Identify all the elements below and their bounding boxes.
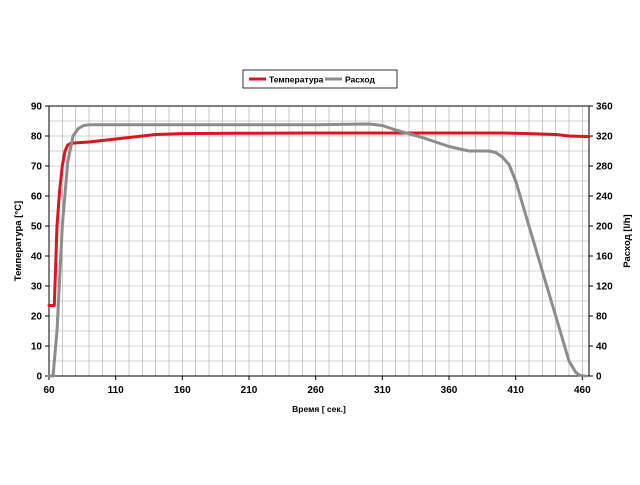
- legend: Температура Расход: [242, 69, 398, 89]
- y-right-tick-label: 280: [596, 162, 613, 173]
- y-left-tick-label: 50: [31, 222, 43, 233]
- x-tick-label: 410: [507, 385, 524, 396]
- x-tick-label: 110: [108, 385, 125, 396]
- y-left-tick-label: 40: [31, 252, 43, 263]
- y-left-tick-label: 90: [31, 102, 43, 113]
- y-right-tick-label: 80: [596, 312, 608, 323]
- x-tick-label: 160: [174, 385, 191, 396]
- x-tick-label: 310: [374, 385, 391, 396]
- plot-frame: [48, 105, 590, 377]
- x-tick-label: 260: [307, 385, 324, 396]
- x-tick-label: 360: [441, 385, 458, 396]
- series-group: [47, 122, 591, 378]
- y-right-tick-label: 240: [596, 192, 613, 203]
- y-right-tick-label: 120: [596, 282, 613, 293]
- x-tick-label: 460: [574, 385, 591, 396]
- y-left-tick-label: 60: [31, 192, 43, 203]
- y-right-tick-label: 360: [596, 102, 613, 113]
- x-tick-label: 210: [241, 385, 258, 396]
- y-right-tick-label: 160: [596, 252, 613, 263]
- y-left-tick-label: 20: [31, 312, 43, 323]
- x-axis-label: Время [ сек.]: [292, 404, 346, 414]
- legend-label-temperature: Температура: [269, 75, 324, 85]
- legend-box: [242, 69, 398, 89]
- y-left-tick-label: 70: [31, 162, 43, 173]
- series-line-flow: [47, 122, 587, 378]
- y-right-tick-label: 40: [596, 342, 608, 353]
- x-tick-label: 60: [43, 385, 55, 396]
- y-axis-label-right: Расход [l/h]: [622, 214, 633, 267]
- y-right-tick-label: 200: [596, 222, 613, 233]
- y-left-tick-label: 80: [31, 132, 43, 143]
- y-right-tick-label: 320: [596, 132, 613, 143]
- y-left-tick-label: 0: [36, 372, 42, 383]
- y-right-tick-label: 0: [596, 372, 602, 383]
- y-axis-label-left: Температура [°C]: [13, 201, 24, 281]
- legend-label-flow: Расход: [345, 75, 375, 85]
- y-left-tick-label: 10: [31, 342, 43, 353]
- grid: [49, 106, 589, 376]
- axis-ticks: 60 110 160 210 260 310 360 410 460 0 10 20 30 40 50 60 7…: [31, 102, 613, 397]
- y-left-tick-label: 30: [31, 282, 43, 293]
- series-line-temperature: [47, 131, 591, 307]
